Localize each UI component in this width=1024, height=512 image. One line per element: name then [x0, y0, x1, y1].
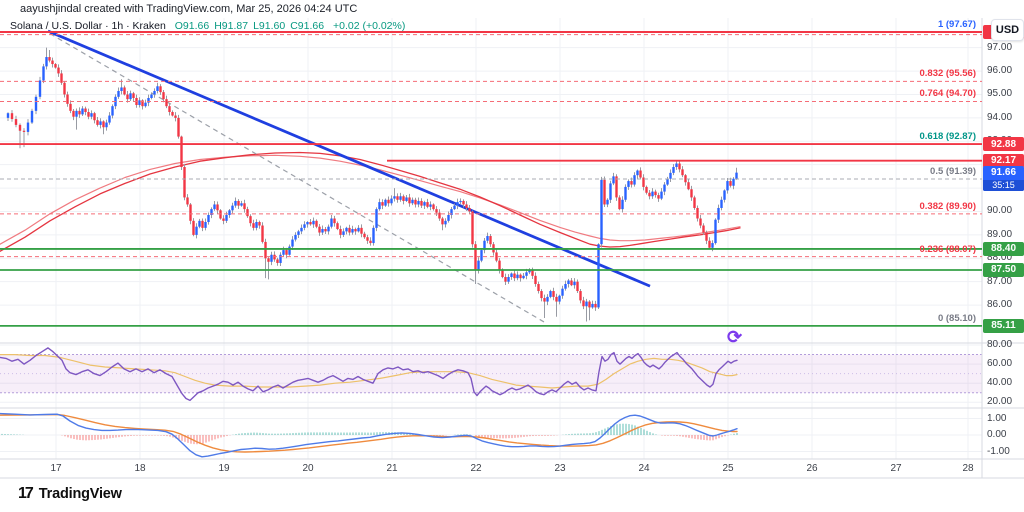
date-axis-label-25[interactable]: 25 [722, 463, 734, 474]
moving-averages [0, 151, 741, 252]
price-axis-label[interactable]: 87.00 [987, 275, 1013, 287]
macd-pane [0, 412, 738, 458]
date-axis-label-17[interactable]: 17 [50, 463, 62, 474]
price-axis-label[interactable]: 94.00 [987, 111, 1013, 123]
price-badge-87.50: 87.50 [983, 262, 1024, 277]
badge-price: 88.40 [990, 243, 1017, 255]
price-badge-92.88: 92.88 [983, 137, 1024, 152]
ohlc-values: O91.66 H91.87 L91.60 C91.66 [175, 20, 329, 32]
grid-lines [0, 18, 982, 459]
fib-level-label: 0.832 (95.56) [919, 68, 976, 80]
price-badge-85.11: 85.11 [983, 318, 1024, 333]
rsi-axis-label[interactable]: 20.00 [987, 396, 1013, 408]
date-axis-label-24[interactable]: 24 [638, 463, 650, 474]
date-axis-label-27[interactable]: 27 [890, 463, 902, 474]
price-axis-label[interactable]: 95.00 [987, 88, 1013, 100]
fib-level-label: 0.382 (89.90) [919, 200, 976, 212]
fib-level-label: 0.618 (92.87) [919, 131, 976, 143]
badge-price: 87.50 [990, 264, 1017, 276]
price-axis-label[interactable]: 88.00 [987, 252, 1013, 264]
candles-series [6, 47, 738, 322]
fib-level-label: 0.764 (94.70) [919, 88, 976, 100]
price-axis-label[interactable]: 90.00 [987, 205, 1013, 217]
price-badge-91.66: 91.66 35:15 [983, 165, 1024, 191]
price-badge-92.17: 92.17 [983, 153, 1024, 168]
fib-level-label: 0 (85.10) [937, 313, 976, 325]
date-axis-label-23[interactable]: 23 [554, 463, 566, 474]
fib-level-label: 0.236 (88.07) [919, 243, 976, 255]
date-axis-label-21[interactable]: 21 [386, 463, 398, 474]
date-axis-label-28[interactable]: 28 [962, 463, 974, 474]
macd-axis-label[interactable]: 1.00 [987, 412, 1007, 424]
rsi-axis-label[interactable]: 80.00 [987, 339, 1013, 350]
rsi-axis-label[interactable]: 40.00 [987, 377, 1013, 389]
pane-borders [0, 18, 1024, 479]
tradingview-logo-text: TradingView [38, 486, 122, 502]
fib-level-label: 0.5 (91.39) [930, 165, 976, 177]
ohlc-l: L91.60 [253, 20, 286, 32]
symbol-legend: Solana / U.S. Dollar · 1h · Kraken O91.6… [10, 20, 405, 32]
tradingview-logo-mark-icon: 17 [18, 485, 34, 502]
date-axis-label-18[interactable]: 18 [134, 463, 146, 474]
trendlines [47, 29, 651, 323]
price-axis-label[interactable]: 96.00 [987, 65, 1013, 77]
badge-countdown: 35:15 [983, 179, 1024, 191]
replay-refresh-icon[interactable]: ⟳ [727, 327, 743, 347]
symbol-title[interactable]: Solana / U.S. Dollar · 1h · Kraken [10, 20, 166, 32]
date-axis-label-22[interactable]: 22 [470, 463, 482, 474]
rsi-band [0, 354, 982, 394]
price-change: +0.02 (+0.02%) [332, 20, 406, 32]
ohlc-o: O91.66 [174, 20, 210, 32]
fib-level-label: 1 (97.67) [937, 19, 976, 30]
rsi-pane [0, 347, 738, 402]
badge-price: 92.17 [990, 155, 1017, 167]
date-axis-label-20[interactable]: 20 [302, 463, 314, 474]
macd-axis-label[interactable]: 0.00 [987, 429, 1007, 440]
rsi-axis-label[interactable]: 60.00 [987, 358, 1013, 370]
ohlc-c: C91.66 [290, 20, 325, 32]
price-axis-label[interactable]: 97.00 [987, 41, 1013, 53]
badge-price: 92.88 [990, 138, 1017, 150]
ohlc-h: H91.87 [214, 20, 249, 32]
attribution-text: aayushjindal created with TradingView.co… [20, 3, 358, 15]
currency-toggle-button[interactable]: USD [991, 19, 1024, 41]
tradingview-logo[interactable]: 17 TradingView [18, 485, 122, 503]
macd-axis-label[interactable]: -1.00 [987, 445, 1010, 457]
price-badge-88.40: 88.40 [983, 241, 1024, 256]
price-axis-label[interactable]: 86.00 [987, 299, 1013, 311]
date-axis-label-26[interactable]: 26 [806, 463, 818, 474]
badge-price: 91.66 [990, 167, 1017, 179]
date-axis-label-19[interactable]: 19 [218, 463, 230, 474]
price-axis-label[interactable]: 89.00 [987, 228, 1013, 240]
price-levels [0, 31, 982, 327]
badge-price: 85.11 [991, 320, 1016, 332]
